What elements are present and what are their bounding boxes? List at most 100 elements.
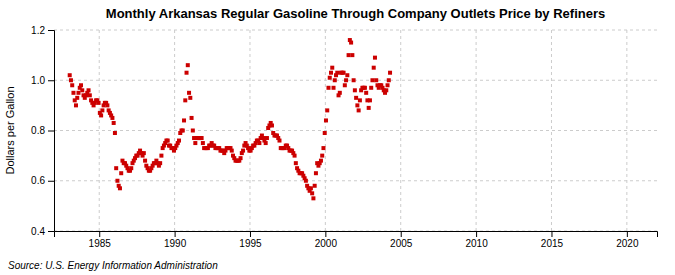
- point: [321, 146, 325, 150]
- tick-mark: [175, 231, 176, 237]
- tick-mark: [476, 231, 477, 237]
- point: [363, 86, 367, 90]
- tick-label: 1990: [164, 238, 187, 249]
- point: [370, 78, 374, 82]
- point: [230, 149, 234, 153]
- tick: 2020: [616, 231, 639, 249]
- point: [293, 154, 297, 158]
- tick-label: 2020: [616, 238, 639, 249]
- point: [388, 71, 392, 75]
- point: [270, 123, 274, 127]
- x-axis: 1985 1990 1995 2000 2005 2010 2015 2020: [55, 231, 658, 249]
- point: [190, 116, 194, 120]
- point: [80, 88, 84, 92]
- annotation: Source: U.S. Energy Information Administ…: [8, 260, 218, 271]
- grid-line: [249, 30, 250, 231]
- point: [100, 108, 104, 112]
- point: [367, 106, 371, 110]
- tick: 0.8: [31, 125, 54, 136]
- point: [386, 83, 390, 87]
- point: [330, 66, 334, 70]
- point: [142, 151, 146, 155]
- point: [186, 63, 190, 67]
- point: [349, 41, 353, 45]
- tick-label: 0.4: [31, 226, 45, 237]
- tick-label: 1985: [89, 238, 112, 249]
- tick-label: 1.0: [31, 75, 45, 86]
- point: [325, 108, 329, 112]
- point: [191, 129, 195, 133]
- point: [353, 88, 357, 92]
- point: [188, 96, 192, 100]
- tick: 1.2: [31, 25, 54, 36]
- point: [372, 66, 376, 70]
- plot-area: 198519901995200020052010201520200.40.60.…: [31, 25, 657, 249]
- grid-line: [54, 180, 657, 181]
- point: [185, 71, 189, 75]
- point: [323, 131, 327, 135]
- tick: 1990: [164, 231, 187, 249]
- tick-label: 2000: [315, 238, 338, 249]
- point: [193, 141, 197, 145]
- point: [309, 186, 313, 190]
- y-axis: 0.4 0.6 0.8 1.0 1.2: [31, 25, 54, 237]
- point: [264, 141, 268, 145]
- y-axis-label: Dollars per Gallon: [4, 86, 16, 174]
- tick-label: 2015: [541, 238, 564, 249]
- point: [344, 78, 348, 82]
- chart-svg: 198519901995200020052010201520200.40.60.…: [0, 0, 675, 275]
- grid-line: [400, 30, 401, 231]
- point: [384, 88, 388, 92]
- point: [119, 171, 123, 175]
- grid-line: [174, 30, 175, 231]
- point: [319, 159, 323, 163]
- point: [118, 186, 122, 190]
- point: [182, 118, 186, 122]
- tick: 2015: [541, 231, 564, 249]
- tick-mark: [99, 231, 100, 237]
- point: [332, 86, 336, 90]
- chart-container: 198519901995200020052010201520200.40.60.…: [0, 0, 675, 275]
- tick-mark: [48, 181, 54, 182]
- point: [335, 71, 339, 75]
- point: [364, 91, 368, 95]
- point: [183, 98, 187, 102]
- point: [355, 103, 359, 107]
- point: [373, 56, 377, 60]
- point: [70, 83, 74, 87]
- grid-line: [551, 30, 552, 231]
- point: [326, 86, 330, 90]
- point: [99, 113, 103, 117]
- point: [387, 78, 391, 82]
- tick-mark: [627, 231, 628, 237]
- tick-label: 0.8: [31, 125, 45, 136]
- tick-label: 2005: [390, 238, 413, 249]
- point: [358, 98, 362, 102]
- point: [105, 103, 109, 107]
- point: [314, 171, 318, 175]
- point: [79, 83, 83, 87]
- point: [158, 161, 162, 165]
- point: [129, 166, 133, 170]
- point: [342, 71, 346, 75]
- tick-mark: [48, 131, 54, 132]
- point: [350, 53, 354, 57]
- tick-mark: [48, 231, 54, 232]
- point: [166, 139, 170, 143]
- tick: 0.6: [31, 175, 54, 186]
- point: [294, 161, 298, 165]
- point: [68, 73, 72, 77]
- point: [265, 136, 269, 140]
- grid-line: [325, 30, 326, 231]
- grid-line: [476, 30, 477, 231]
- point: [69, 78, 73, 82]
- point: [347, 53, 351, 57]
- tick-mark: [250, 231, 251, 237]
- tick-label: 2010: [465, 238, 488, 249]
- tick-mark: [48, 30, 54, 31]
- point: [71, 91, 75, 95]
- tick-label: 1995: [239, 238, 262, 249]
- point: [75, 96, 79, 100]
- point: [374, 78, 378, 82]
- grid: [54, 30, 657, 231]
